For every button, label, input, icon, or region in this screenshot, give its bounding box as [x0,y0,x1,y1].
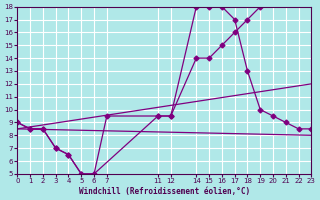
X-axis label: Windchill (Refroidissement éolien,°C): Windchill (Refroidissement éolien,°C) [79,187,250,196]
